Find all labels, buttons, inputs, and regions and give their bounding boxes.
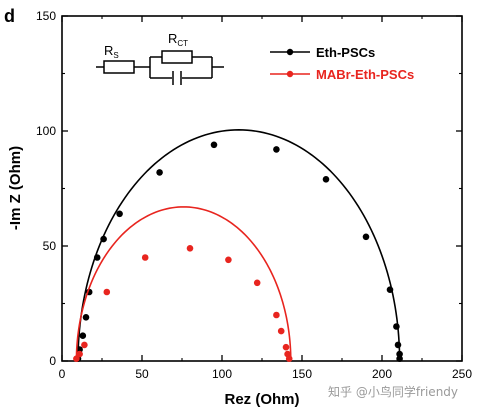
data-point-eth bbox=[396, 350, 403, 358]
y-tick-label: 0 bbox=[49, 354, 56, 368]
data-point-eth bbox=[93, 254, 101, 261]
data-point-mabr bbox=[73, 355, 80, 363]
legend-marker-eth bbox=[286, 48, 294, 56]
fit-curve-eth bbox=[77, 129, 401, 362]
data-point-mabr bbox=[141, 254, 149, 261]
legend-label-mabr: MABr-Eth-PSCs bbox=[316, 67, 414, 82]
x-tick-label: 150 bbox=[292, 367, 312, 381]
data-point-eth bbox=[322, 176, 330, 183]
data-point-eth bbox=[273, 146, 280, 153]
data-point-mabr bbox=[285, 355, 293, 363]
data-point-eth bbox=[210, 141, 218, 149]
equivalent-circuit-diagram bbox=[96, 50, 224, 85]
resistor-rct-label: RCT bbox=[168, 31, 188, 48]
x-tick-label: 200 bbox=[372, 367, 392, 381]
y-tick-label: 50 bbox=[43, 239, 57, 253]
y-axis-title: -Im Z (Ohm) bbox=[7, 146, 24, 230]
resistor-rct bbox=[161, 50, 193, 64]
data-point-mabr bbox=[186, 245, 194, 252]
data-point-mabr bbox=[273, 311, 280, 319]
data-point-eth bbox=[116, 210, 123, 218]
y-tick-label: 100 bbox=[36, 124, 56, 138]
data-point-mabr bbox=[277, 327, 285, 335]
data-point-eth bbox=[79, 332, 87, 340]
data-point-eth bbox=[82, 314, 90, 321]
x-axis-title: Rez (Ohm) bbox=[225, 391, 300, 408]
x-tick-label: 0 bbox=[59, 367, 66, 381]
circuit-parallel-branch bbox=[149, 56, 213, 79]
data-point-eth bbox=[156, 169, 163, 176]
data-point-eth bbox=[394, 341, 402, 349]
x-tick-label: 50 bbox=[135, 367, 149, 381]
watermark-text: 知乎 @小鸟同学friendy bbox=[328, 384, 458, 399]
legend: Eth-PSCs MABr-Eth-PSCs bbox=[270, 45, 414, 82]
legend-marker-mabr bbox=[286, 70, 294, 78]
axis-ticks: 0 50 100 150 200 250 0 50 100 150 bbox=[36, 9, 472, 381]
data-point-mabr bbox=[253, 279, 261, 287]
data-point-mabr bbox=[225, 256, 232, 264]
resistor-rs-label: RS bbox=[104, 43, 119, 60]
data-point-mabr bbox=[76, 350, 83, 358]
data-point-eth bbox=[76, 346, 83, 353]
data-point-eth bbox=[393, 323, 400, 330]
data-point-mabr bbox=[282, 343, 290, 351]
data-point-eth bbox=[386, 286, 394, 294]
x-tick-label: 100 bbox=[212, 367, 232, 381]
fit-curve-mabr bbox=[75, 206, 292, 362]
y-tick-label: 150 bbox=[36, 9, 56, 23]
data-series bbox=[73, 129, 403, 363]
legend-label-eth: Eth-PSCs bbox=[316, 45, 375, 60]
data-point-eth bbox=[396, 355, 403, 363]
data-point-eth bbox=[100, 235, 107, 243]
data-point-mabr bbox=[81, 341, 88, 349]
panel-label: d bbox=[4, 6, 15, 26]
data-point-mabr bbox=[103, 288, 111, 296]
data-point-eth bbox=[362, 233, 370, 241]
resistor-rs bbox=[103, 60, 135, 74]
x-tick-label: 250 bbox=[452, 367, 472, 381]
